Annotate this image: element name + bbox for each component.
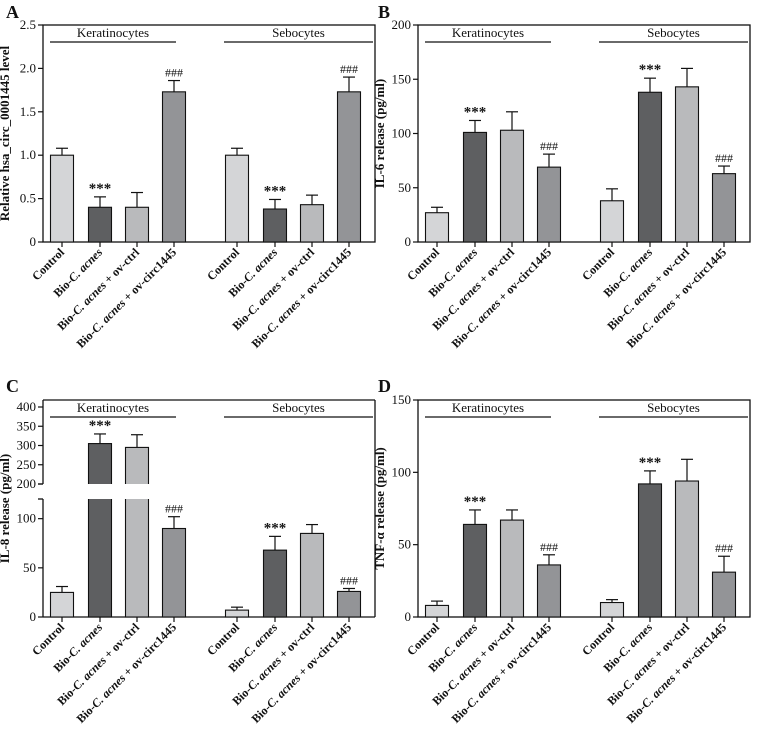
bar [674, 86, 700, 243]
bar [299, 532, 325, 618]
panel-a: A 0 0.5 1.0 1.5 2.0 2.5 Relative hsa_circ_00014… [0, 2, 376, 351]
panel-letter: C [6, 376, 19, 396]
axis-break-gap [87, 484, 113, 499]
bar [462, 131, 488, 243]
y-tick-label: 0 [30, 609, 37, 624]
y-tick-label: 200 [392, 17, 412, 32]
y-tick-label: 50 [398, 180, 411, 195]
y-axis-label: TNF-α release (pg/ml) [372, 447, 387, 570]
bar [262, 208, 288, 243]
significance-label: *** [639, 455, 662, 471]
bar [424, 212, 450, 243]
significance-label: ### [340, 573, 358, 587]
bar [87, 443, 113, 618]
significance-label: ### [165, 66, 183, 80]
bar [536, 166, 562, 243]
y-tick-label: 150 [392, 71, 412, 86]
panel-d: D 0 50 100 150 TNF-α release (pg/ml) Keratinoc… [372, 376, 751, 726]
bar [124, 446, 150, 618]
bar [262, 549, 288, 618]
y-tick-label: 100 [392, 126, 412, 141]
y-tick-label: 250 [17, 457, 37, 472]
significance-label: *** [89, 181, 112, 197]
significance-label: *** [264, 520, 287, 536]
group-label: Sebocytes [272, 25, 325, 40]
y-tick-label: 400 [17, 399, 37, 414]
bar [599, 601, 625, 618]
bar [711, 571, 737, 618]
significance-label: ### [540, 540, 558, 554]
group-label: Keratinocytes [452, 25, 524, 40]
y-tick-label: 0 [405, 609, 412, 624]
bar [87, 206, 113, 243]
significance-label: *** [264, 183, 287, 199]
bar [224, 154, 250, 243]
group-label: Keratinocytes [452, 400, 524, 415]
y-axis-label: IL-6 release (pg/ml) [372, 79, 387, 189]
panel-letter: B [378, 2, 390, 22]
significance-label: ### [540, 139, 558, 153]
significance-label: *** [89, 418, 112, 434]
bar [462, 523, 488, 618]
significance-label: *** [464, 104, 487, 120]
plot-frame [42, 24, 376, 243]
bar [224, 609, 250, 618]
bar [336, 91, 362, 243]
bar [49, 154, 75, 243]
y-tick-label: 100 [17, 511, 37, 526]
bar [424, 604, 450, 618]
panel-letter: A [6, 2, 19, 22]
y-axis-label: Relative hsa_circ_0001445 level [0, 46, 12, 222]
axis-break-gap [124, 484, 150, 499]
significance-label: *** [464, 494, 487, 510]
group-label: Sebocytes [647, 400, 700, 415]
y-tick-label: 50 [398, 537, 411, 552]
y-tick-label: 300 [17, 438, 37, 453]
panel-c: C 0 50 100 200 250 300 350 400 IL-8 release (pg/m… [0, 376, 376, 726]
bar [637, 91, 663, 243]
group-label: Sebocytes [272, 400, 325, 415]
y-tick-label: 0 [30, 234, 37, 249]
bar [674, 480, 700, 618]
bar [637, 483, 663, 618]
y-tick-label: 200 [17, 476, 37, 491]
y-tick-label: 2.5 [20, 17, 36, 32]
y-tick-label: 0.5 [20, 191, 36, 206]
y-tick-label: 1.5 [20, 104, 36, 119]
y-tick-label: 0 [405, 234, 412, 249]
y-tick-label: 1.0 [20, 147, 36, 162]
bar [499, 519, 525, 618]
group-label: Keratinocytes [77, 400, 149, 415]
bar [161, 91, 187, 243]
y-axis-label: IL-8 release (pg/ml) [0, 454, 12, 564]
bar [299, 204, 325, 243]
significance-label: ### [715, 541, 733, 555]
group-label: Sebocytes [647, 25, 700, 40]
bar [711, 173, 737, 243]
bar [499, 129, 525, 243]
bar [124, 206, 150, 243]
bar [336, 590, 362, 618]
significance-label: *** [639, 62, 662, 78]
group-label: Keratinocytes [77, 25, 149, 40]
panel-letter: D [378, 376, 391, 396]
bar [49, 591, 75, 618]
y-tick-label: 50 [23, 560, 36, 575]
bar [161, 527, 187, 618]
y-tick-label: 100 [392, 464, 412, 479]
significance-label: ### [715, 151, 733, 165]
significance-label: ### [165, 502, 183, 516]
plot-frame [417, 399, 751, 618]
panel-b: B 0 50 100 150 200 IL-6 release (pg/ml) Keratin… [372, 2, 751, 351]
y-tick-label: 350 [17, 418, 37, 433]
significance-label: ### [340, 62, 358, 76]
y-tick-label: 2.0 [20, 60, 36, 75]
bar [536, 564, 562, 618]
bar [599, 200, 625, 243]
y-tick-label: 150 [392, 392, 412, 407]
